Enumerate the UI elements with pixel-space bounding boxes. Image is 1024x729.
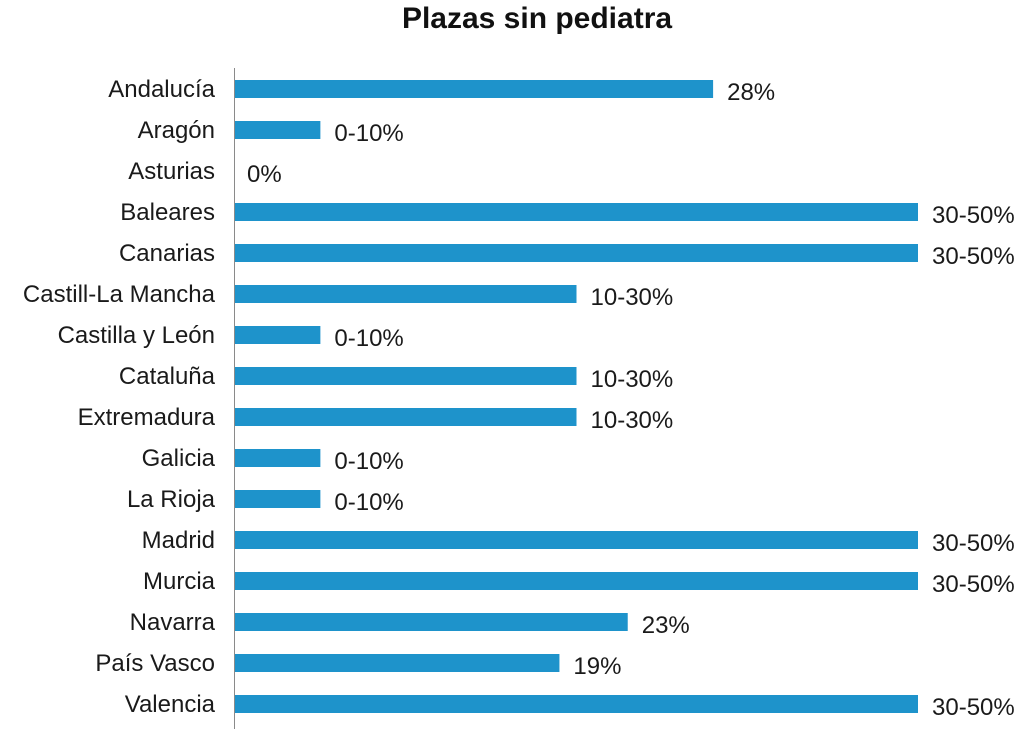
category-label: Cataluña <box>119 363 216 390</box>
data-label: 0-10% <box>334 120 403 147</box>
category-label: Canarias <box>119 240 215 267</box>
category-label: Aragón <box>138 117 215 144</box>
data-label: 10-30% <box>591 284 674 311</box>
bar <box>235 490 321 508</box>
data-label: 30-50% <box>932 571 1015 598</box>
category-label: Castill-La Mancha <box>23 281 216 308</box>
data-label: 19% <box>573 653 621 680</box>
category-label: Castilla y León <box>58 322 215 349</box>
bar <box>235 695 918 713</box>
bar <box>235 203 918 221</box>
data-label: 30-50% <box>932 243 1015 270</box>
bar <box>235 408 577 426</box>
category-label: Extremadura <box>78 404 216 431</box>
bar <box>235 121 321 139</box>
category-label: Andalucía <box>108 76 215 103</box>
data-label: 30-50% <box>932 202 1015 229</box>
bar <box>235 326 321 344</box>
data-label: 0% <box>247 161 282 188</box>
data-label: 30-50% <box>932 694 1015 721</box>
bar <box>235 572 918 590</box>
data-label: 0-10% <box>334 325 403 352</box>
category-label: Asturias <box>128 158 215 185</box>
bar <box>235 449 321 467</box>
data-label: 28% <box>727 79 775 106</box>
category-label: Madrid <box>142 527 215 554</box>
category-label: Baleares <box>120 199 215 226</box>
bar <box>235 654 560 672</box>
category-label: Murcia <box>143 568 216 595</box>
bar <box>235 531 918 549</box>
bar <box>235 80 714 98</box>
data-label: 30-50% <box>932 530 1015 557</box>
category-label: Navarra <box>130 609 216 636</box>
bar <box>235 285 577 303</box>
bar <box>235 244 918 262</box>
bar <box>235 367 577 385</box>
bar <box>235 613 628 631</box>
data-label: 10-30% <box>591 407 674 434</box>
category-label: Valencia <box>125 691 216 718</box>
data-label: 0-10% <box>334 489 403 516</box>
category-label: País Vasco <box>95 650 215 677</box>
category-label: Galicia <box>142 445 216 472</box>
category-label: La Rioja <box>127 486 216 513</box>
data-label: 23% <box>642 612 690 639</box>
data-label: 10-30% <box>591 366 674 393</box>
data-label: 0-10% <box>334 448 403 475</box>
chart-title: Plazas sin pediatra <box>401 2 673 35</box>
